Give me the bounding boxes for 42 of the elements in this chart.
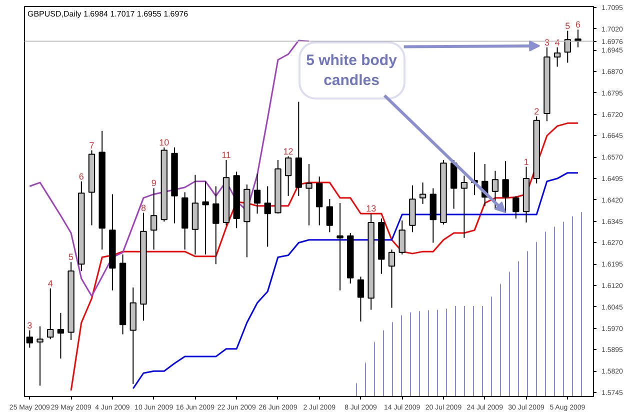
text: 6 — [78, 171, 84, 182]
candlestick — [284, 156, 292, 196]
candlestick — [336, 202, 344, 291]
candlestick — [264, 186, 271, 248]
text: 4 — [48, 278, 53, 288]
candlestick — [357, 276, 364, 322]
candlestick — [502, 160, 509, 214]
text: 5 — [68, 252, 74, 262]
candlestick — [554, 46, 561, 68]
text: 11 — [222, 150, 231, 160]
text: 6 — [575, 20, 580, 30]
candlestick — [212, 186, 220, 265]
candlestick — [492, 170, 499, 210]
line-series — [70, 122, 579, 392]
candlestick — [150, 188, 158, 250]
text: 5 — [565, 20, 570, 31]
candlestick — [254, 173, 261, 214]
candlestick — [326, 198, 334, 233]
text: 9 — [151, 178, 156, 188]
text: 2 — [534, 106, 540, 116]
text: 13 — [366, 204, 376, 214]
text: 12 — [283, 146, 294, 156]
candlestick — [460, 175, 468, 238]
text: 8 — [140, 202, 146, 213]
chart-title: GBPUSD,Daily 1.6984 1.7017 1.6955 1.6976 — [28, 10, 189, 18]
candlestick — [47, 288, 54, 340]
text: 10 — [159, 137, 170, 148]
candlestick — [316, 176, 323, 226]
candlestick — [36, 326, 44, 386]
text: 1 — [524, 156, 529, 167]
annotation: 5 white body candles — [306, 52, 398, 90]
candlestick — [306, 163, 312, 226]
candlestick — [202, 180, 209, 255]
candlestick — [398, 220, 406, 255]
candlestick — [388, 249, 396, 308]
text: 7 — [89, 140, 94, 150]
candlestick — [57, 312, 64, 360]
candlestick — [512, 195, 520, 219]
text: 3 — [27, 320, 32, 330]
text: 3 — [544, 37, 550, 48]
candlestick — [419, 182, 426, 204]
line-series — [132, 172, 579, 390]
